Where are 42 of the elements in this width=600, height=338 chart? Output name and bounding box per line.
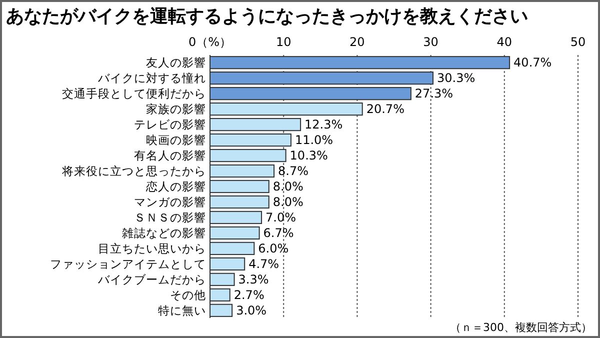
data-label: 12.3% [304, 118, 343, 132]
data-label: 8.0% [272, 194, 304, 209]
y-tick-label: 有名人の影響 [134, 148, 206, 163]
y-tick-label: 特に無い [158, 303, 206, 318]
x-tick-label: 0（%） [188, 35, 232, 49]
data-label: 4.7% [248, 256, 280, 271]
data-label: 6.0% [258, 241, 289, 256]
y-tick-label: バイクブームだから [97, 272, 206, 286]
x-tick-label: 30 [423, 35, 438, 49]
y-tick-label: ファッションアイテムとして [50, 256, 206, 271]
chart-title: あなたがバイクを運転するようになったきっかけを教えください [6, 6, 528, 27]
data-label: 8.7% [278, 164, 309, 178]
data-label: 40.7% [514, 56, 552, 70]
y-tick-label: 将来役に立つと思ったから [61, 164, 206, 178]
y-tick-label: マンガの影響 [134, 194, 206, 209]
y-tick-label: 目立ちたい思いから [98, 241, 206, 256]
data-label: 3.0% [236, 303, 267, 318]
data-label: 3.3% [238, 272, 269, 286]
data-label: 27.3% [414, 86, 454, 101]
data-label: 10.3% [290, 148, 328, 163]
data-label: 7.0% [266, 210, 296, 224]
y-tick-label: 雑誌などの影響 [122, 226, 206, 240]
x-tick-label: 40 [496, 35, 512, 49]
y-tick-label: 家族の影響 [146, 102, 206, 116]
x-tick-label: 10 [276, 35, 292, 49]
x-tick-label: 20 [350, 35, 365, 49]
y-tick-label: 映画の影響 [146, 133, 206, 148]
data-label: 11.0% [294, 133, 334, 148]
y-tick-label: ＳＮＳの影響 [134, 210, 206, 224]
data-label: 6.7% [263, 226, 294, 240]
y-tick-label: その他 [170, 288, 206, 302]
data-label: 2.7% [234, 288, 264, 302]
text: （ｎ＝300、複数回答方式） [450, 321, 592, 334]
data-label: 30.3% [437, 71, 476, 86]
data-label: 20.7% [366, 102, 404, 116]
y-tick-label: バイクに対する憧れ [97, 71, 206, 86]
y-tick-label: テレビの影響 [134, 118, 206, 132]
x-tick-label: 50 [570, 35, 586, 49]
y-tick-label: 友人の影響 [146, 56, 206, 70]
y-tick-label: 恋人の影響 [145, 180, 206, 194]
y-tick-label: 交通手段として便利だから [62, 86, 206, 101]
data-label: 8.0% [272, 180, 304, 194]
